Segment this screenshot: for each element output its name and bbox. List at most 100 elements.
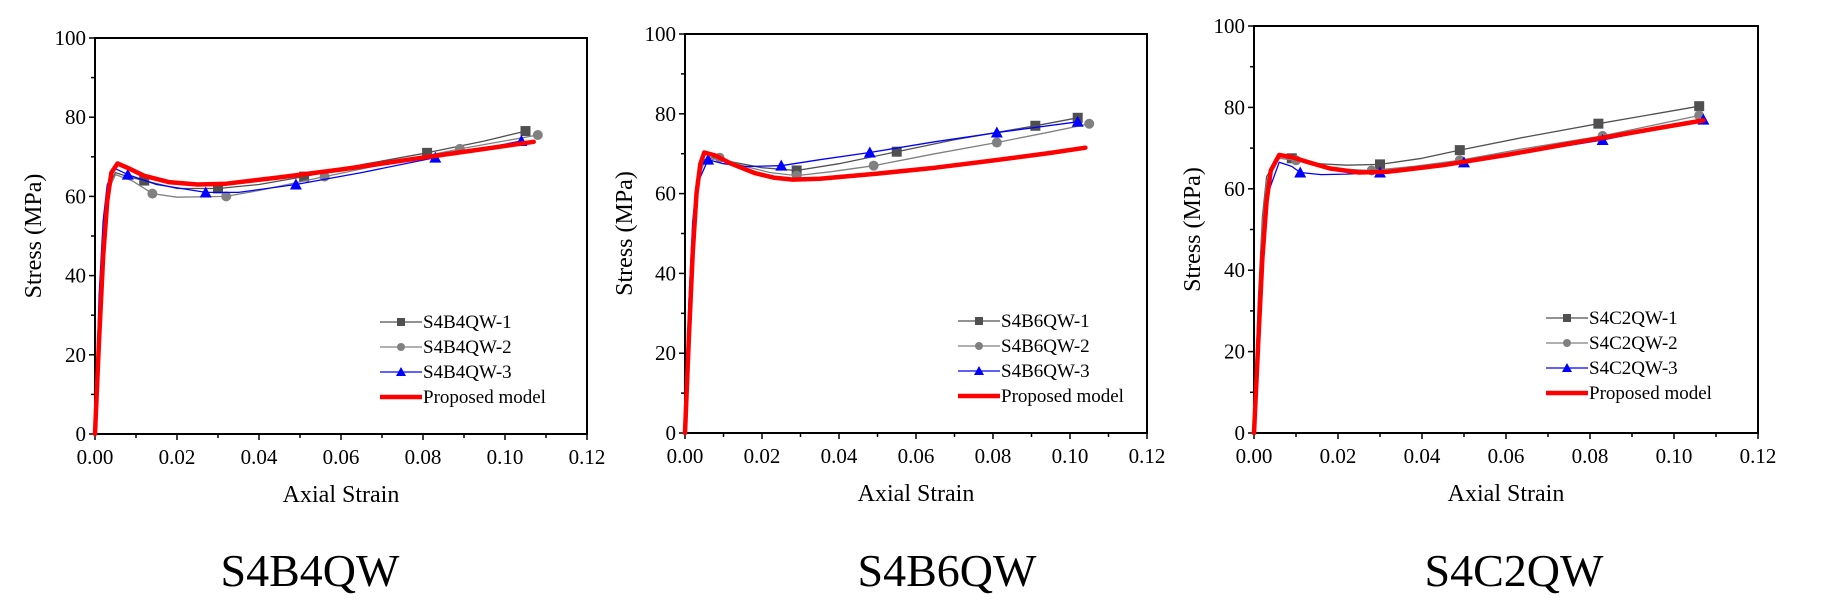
chart-caption: S4B6QW	[858, 545, 1037, 596]
plot-frame	[1253, 25, 1759, 434]
data-point	[289, 178, 302, 190]
legend-marker	[1563, 339, 1571, 347]
legend-label: S4B4QW-1	[423, 312, 512, 333]
legend-marker	[1562, 363, 1572, 372]
y-tick-label: 60	[1224, 177, 1245, 201]
y-tick-label: 40	[1224, 258, 1245, 282]
legend-label: Proposed model	[1001, 386, 1124, 407]
chart-s4b6qw: 0.00 0.02 0.04 0.06 0.08 0.10 0.12 0 20 40 60 80 100…	[612, 22, 1165, 596]
data-point	[1294, 166, 1307, 178]
legend-marker	[396, 367, 406, 376]
chart-caption: S4B4QW	[221, 545, 400, 596]
legend-marker	[397, 318, 405, 326]
y-axis-title: Stress (MPa)	[21, 174, 47, 299]
model-curve	[92, 139, 536, 437]
x-tick-label: 0.10	[487, 445, 524, 469]
x-tick-label: 0.00	[77, 445, 114, 469]
x-tick-label: 0.12	[1129, 444, 1166, 468]
data-point	[1084, 118, 1095, 129]
data-point	[990, 126, 1003, 138]
series-s4b4qw-3	[94, 134, 528, 435]
y-tick-label: 100	[645, 22, 677, 46]
x-tick-label: 0.08	[975, 444, 1012, 468]
y-tick-label: 60	[655, 182, 676, 206]
data-point	[1694, 101, 1705, 112]
x-axis-title: Axial Strain	[1448, 481, 1565, 507]
y-tick-label: 100	[1214, 14, 1246, 38]
y-tick-label: 20	[65, 343, 86, 367]
x-tick-label: 0.06	[323, 445, 360, 469]
y-axis-title: Stress (MPa)	[612, 171, 638, 296]
y-tick-label: 80	[655, 102, 676, 126]
y-tick-label: 80	[1224, 95, 1245, 119]
x-tick-label: 0.00	[1236, 444, 1273, 468]
x-tick-label: 0.06	[898, 444, 935, 468]
x-axis-title: Axial Strain	[858, 481, 975, 507]
x-tick-label: 0.12	[1740, 444, 1777, 468]
legend-label: S4C2QW-1	[1589, 308, 1678, 329]
legend-label: S4B4QW-2	[423, 337, 512, 358]
data-point	[422, 147, 433, 158]
y-tick-label: 80	[65, 105, 86, 129]
plot-frame	[94, 37, 588, 435]
legend-marker	[975, 317, 983, 325]
x-tick-label: 0.12	[569, 445, 606, 469]
legend-label: S4B6QW-3	[1001, 361, 1090, 382]
data-point	[791, 165, 802, 176]
data-point	[1071, 115, 1084, 127]
legend-label: Proposed model	[423, 387, 546, 408]
x-tick-label: 0.04	[241, 445, 278, 469]
data-point	[1375, 159, 1385, 170]
data-point	[520, 126, 531, 137]
chart-caption: S4C2QW	[1425, 545, 1604, 596]
legend-marker	[974, 366, 984, 375]
x-tick-label: 0.10	[1052, 444, 1089, 468]
x-tick-label: 0.02	[159, 445, 196, 469]
y-tick-label: 40	[655, 261, 676, 285]
series-proposed-model	[92, 139, 536, 437]
data-point	[199, 186, 212, 198]
data-point	[775, 159, 788, 171]
data-point	[532, 130, 543, 141]
legend-label: S4B4QW-3	[423, 362, 512, 383]
data-point	[299, 171, 310, 182]
data-point	[1593, 118, 1604, 129]
x-tick-label: 0.04	[821, 444, 858, 468]
legend: S4C2QW-1 S4C2QW-2 S4C2QW-3 Proposed model	[1546, 308, 1712, 404]
y-tick-label: 60	[65, 184, 86, 208]
model-curve	[682, 145, 1088, 436]
x-tick-label: 0.08	[1572, 444, 1609, 468]
series-line	[94, 140, 523, 435]
data-point	[1030, 120, 1041, 131]
x-tick-label: 0.08	[405, 445, 442, 469]
legend: S4B4QW-1 S4B4QW-2 S4B4QW-3 Proposed model	[380, 312, 546, 408]
model-curve	[1251, 118, 1706, 436]
data-point	[121, 168, 134, 180]
data-point	[221, 191, 232, 202]
y-tick-label: 20	[655, 341, 676, 365]
x-tick-label: 0.10	[1656, 444, 1693, 468]
y-tick-label: 20	[1224, 340, 1245, 364]
series-line	[1253, 105, 1700, 434]
x-tick-label: 0.04	[1404, 444, 1441, 468]
legend-label: Proposed model	[1589, 383, 1712, 404]
data-point	[1454, 145, 1465, 156]
x-tick-label: 0.06	[1488, 444, 1525, 468]
legend-marker	[975, 342, 983, 350]
chart-s4c2qw: 0.00 0.02 0.04 0.06 0.08 0.10 0.12 0 20 40 60 80 100…	[1180, 14, 1776, 596]
y-axis-title: Stress (MPa)	[1180, 167, 1206, 292]
legend-marker	[1563, 314, 1571, 322]
data-point	[213, 183, 223, 194]
data-point	[147, 188, 158, 199]
x-tick-label: 0.02	[744, 444, 781, 468]
y-tick-label: 40	[65, 264, 86, 288]
data-point	[702, 153, 715, 165]
y-tick-label: 0	[76, 422, 87, 446]
legend-label: S4B6QW-1	[1001, 311, 1090, 332]
legend-label: S4C2QW-2	[1589, 333, 1678, 354]
x-tick-label: 0.00	[667, 444, 704, 468]
legend-label: S4C2QW-3	[1589, 358, 1678, 379]
x-axis-title: Axial Strain	[283, 482, 400, 508]
y-tick-label: 0	[666, 421, 677, 445]
